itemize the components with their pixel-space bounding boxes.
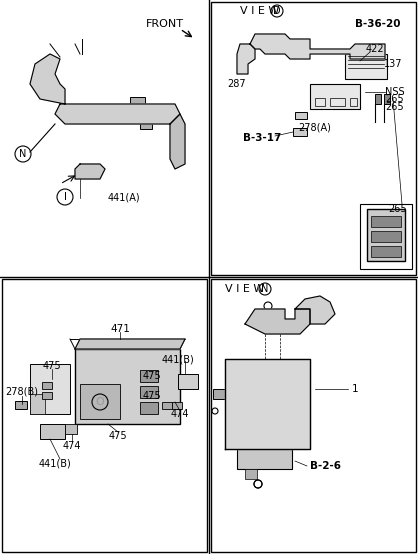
Bar xyxy=(371,231,401,242)
Bar xyxy=(172,402,182,409)
Text: O: O xyxy=(96,397,104,407)
Text: 265: 265 xyxy=(389,204,407,214)
Bar xyxy=(40,424,65,439)
Bar xyxy=(350,98,357,106)
Bar xyxy=(42,382,52,389)
Text: 474: 474 xyxy=(63,441,81,451)
Text: 265: 265 xyxy=(386,102,404,112)
Bar xyxy=(235,369,253,384)
Bar xyxy=(310,84,360,109)
Bar xyxy=(230,414,240,439)
Text: V I E W: V I E W xyxy=(240,6,279,16)
Text: 475: 475 xyxy=(143,371,161,381)
Bar xyxy=(290,414,300,439)
Bar xyxy=(285,369,303,384)
Text: B-3-17: B-3-17 xyxy=(243,133,281,143)
Bar xyxy=(140,119,152,129)
Bar xyxy=(275,414,285,439)
Text: I: I xyxy=(64,192,66,202)
Bar xyxy=(272,391,287,406)
Text: I: I xyxy=(64,192,66,202)
Text: 287: 287 xyxy=(228,79,246,89)
Text: B-2-6: B-2-6 xyxy=(310,461,341,471)
Bar xyxy=(2,279,207,552)
Text: N: N xyxy=(261,284,269,294)
Text: 441(B): 441(B) xyxy=(38,459,71,469)
Text: 475: 475 xyxy=(43,361,61,371)
Bar xyxy=(178,374,198,389)
Bar xyxy=(162,402,172,409)
Polygon shape xyxy=(250,34,385,59)
Bar xyxy=(371,246,401,257)
Text: 475: 475 xyxy=(143,391,161,401)
Bar xyxy=(237,449,292,469)
Text: FRONT: FRONT xyxy=(146,19,184,29)
Bar xyxy=(367,209,405,261)
Polygon shape xyxy=(245,309,310,334)
Polygon shape xyxy=(295,296,335,324)
Text: NSS: NSS xyxy=(385,87,405,97)
Bar xyxy=(260,369,278,384)
Text: 475: 475 xyxy=(109,431,127,441)
Bar xyxy=(292,391,307,406)
Text: 422: 422 xyxy=(366,44,384,54)
Bar xyxy=(65,424,77,434)
Text: 278(A): 278(A) xyxy=(298,122,331,132)
Text: 474: 474 xyxy=(171,409,189,419)
Bar xyxy=(360,204,412,269)
Bar xyxy=(384,94,390,104)
Bar xyxy=(295,112,307,119)
Text: 265: 265 xyxy=(386,94,404,104)
Text: 471: 471 xyxy=(110,324,130,334)
Bar xyxy=(80,384,120,419)
Bar xyxy=(345,54,387,79)
Text: D: D xyxy=(273,6,281,16)
Bar xyxy=(211,279,416,552)
Bar xyxy=(15,401,27,409)
Bar xyxy=(315,98,325,106)
Bar xyxy=(330,98,345,106)
Polygon shape xyxy=(170,114,185,169)
Bar xyxy=(75,349,180,424)
Text: 278(B): 278(B) xyxy=(5,387,38,397)
Bar xyxy=(211,2,416,275)
Bar xyxy=(30,364,70,414)
Text: V I E W: V I E W xyxy=(225,284,264,294)
Text: N: N xyxy=(19,149,27,159)
Polygon shape xyxy=(30,54,65,104)
Polygon shape xyxy=(237,44,255,74)
Bar xyxy=(140,386,158,398)
Bar xyxy=(375,94,381,104)
Bar xyxy=(252,391,267,406)
Bar xyxy=(245,469,257,479)
Bar xyxy=(130,97,145,109)
Text: 441(B): 441(B) xyxy=(162,354,194,364)
Bar xyxy=(260,414,270,439)
Text: 137: 137 xyxy=(384,59,402,69)
Polygon shape xyxy=(75,339,185,349)
Bar xyxy=(140,402,158,414)
Bar xyxy=(293,128,307,136)
Polygon shape xyxy=(225,359,310,449)
Bar xyxy=(245,414,255,439)
Bar xyxy=(42,392,52,399)
Bar xyxy=(371,216,401,227)
Polygon shape xyxy=(55,104,180,124)
Text: 441(A): 441(A) xyxy=(108,193,140,203)
Bar xyxy=(213,389,225,399)
Bar xyxy=(140,370,158,382)
Bar xyxy=(30,394,45,414)
Polygon shape xyxy=(75,164,105,179)
Text: B-36-20: B-36-20 xyxy=(355,19,400,29)
Bar xyxy=(232,391,247,406)
Text: 1: 1 xyxy=(352,384,358,394)
